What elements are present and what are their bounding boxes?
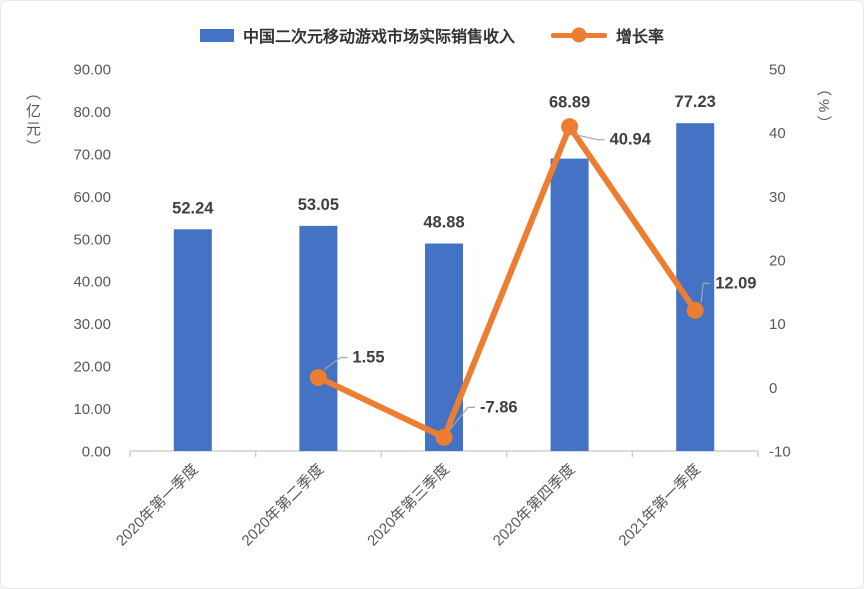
legend-label-growth-rate: 增长率 <box>616 29 665 46</box>
bar-2020年第二季度 <box>299 225 338 451</box>
x-category-label: 2020年第二季度 <box>238 460 327 549</box>
growth-line-marker <box>309 368 327 386</box>
bar-2020年第三季度 <box>425 243 463 451</box>
growth-line-marker <box>686 301 704 319</box>
line-series-swatch-icon <box>551 27 607 43</box>
x-category-label: 2021年第一季度 <box>615 460 704 549</box>
label-leader-line <box>700 282 711 303</box>
growth-line-marker <box>561 118 579 136</box>
growth-line <box>315 123 699 441</box>
bar-value-label: 68.89 <box>549 94 590 112</box>
bar-2020年第四季度 <box>550 158 589 451</box>
label-leader-line <box>324 356 348 370</box>
left-y-tick-label: 90.00 <box>73 62 111 79</box>
right-y-tick-label: 10 <box>769 316 786 333</box>
x-category-label: 2020年第三季度 <box>363 460 452 549</box>
line-series-marker-icon <box>571 27 587 43</box>
legend-item-growth-rate: 增长率 <box>551 23 664 47</box>
left-y-tick-label: 50.00 <box>73 231 111 248</box>
left-y-tick-label: 10.00 <box>73 401 111 418</box>
bar-value-label: 53.05 <box>298 196 339 214</box>
left-y-tick-label: 30.00 <box>73 316 111 333</box>
bar-value-label: 52.24 <box>172 199 214 217</box>
x-category-label: 2020年第一季度 <box>112 460 201 549</box>
line-value-label: 40.94 <box>610 131 652 149</box>
right-y-tick-label: 30 <box>769 189 786 206</box>
left-y-tick-label: 70.00 <box>73 146 111 163</box>
left-y-tick-label: 0.00 <box>82 444 111 461</box>
bar-value-label: 77.23 <box>675 93 716 111</box>
right-y-tick-label: 20 <box>769 253 786 270</box>
label-leader-line <box>449 406 475 430</box>
label-leader-line <box>575 134 605 141</box>
right-y-tick-label: -10 <box>769 444 791 461</box>
left-y-tick-label: 60.00 <box>73 189 111 206</box>
line-value-label: 1.55 <box>352 348 384 366</box>
left-axis-title: （亿元） <box>24 85 41 157</box>
left-y-tick-label: 80.00 <box>73 104 111 121</box>
bar-2020年第一季度 <box>173 229 212 451</box>
right-y-tick-label: 50 <box>769 62 786 79</box>
right-y-tick-label: 0 <box>769 380 777 397</box>
legend-label-revenue: 中国二次元移动游戏市场实际销售收入 <box>242 29 515 46</box>
left-y-tick-label: 40.00 <box>73 274 111 291</box>
line-value-label: 12.09 <box>715 274 756 292</box>
bar-series-swatch-icon <box>199 28 234 42</box>
legend-item-revenue: 中国二次元移动游戏市场实际销售收入 <box>199 23 515 47</box>
growth-line-marker <box>435 428 453 446</box>
x-category-label: 2020年第四季度 <box>489 460 578 549</box>
legend: 中国二次元移动游戏市场实际销售收入 增长率 <box>1 23 863 47</box>
bar-value-label: 48.88 <box>423 214 464 232</box>
right-y-tick-label: 40 <box>769 125 786 142</box>
line-value-label: -7.86 <box>480 398 518 416</box>
left-y-tick-label: 20.00 <box>73 359 111 376</box>
right-axis-title: （%） <box>815 81 832 134</box>
